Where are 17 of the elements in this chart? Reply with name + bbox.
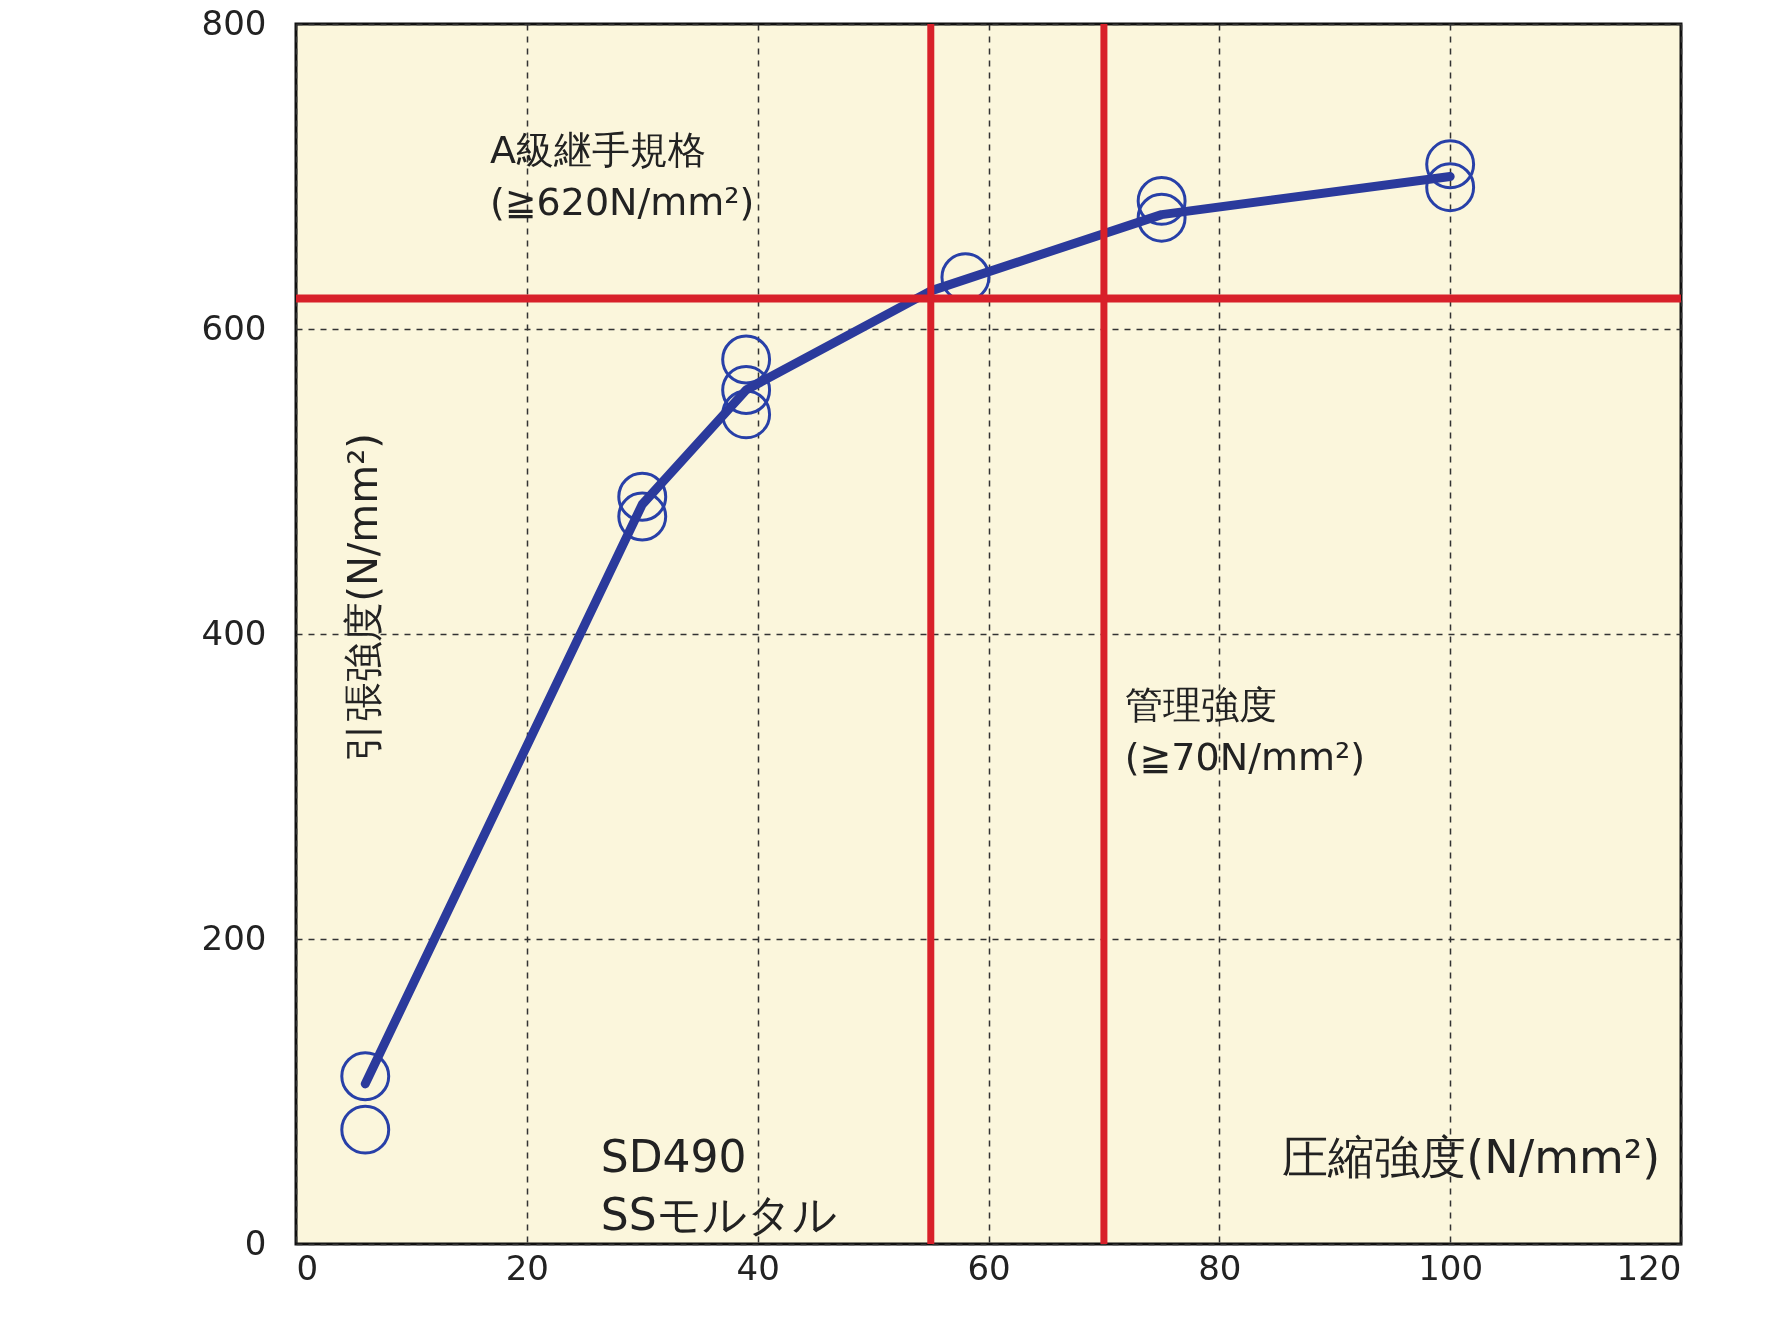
y-tick-label: 600 <box>201 307 267 348</box>
x-tick-label: 80 <box>1198 1247 1242 1288</box>
x-tick-label: 40 <box>736 1247 780 1288</box>
y-tick-label: 0 <box>244 1222 267 1263</box>
ref-line-label: A級継手規格 (≧620N/mm²) <box>489 128 755 225</box>
y-tick-label: 800 <box>201 2 267 43</box>
annotation: SD490 SSモルタル <box>600 1130 837 1240</box>
x-axis-title: 圧縮強度(N/mm²) <box>1282 1129 1661 1184</box>
x-tick-label: 20 <box>505 1247 549 1288</box>
y-tick-label: 200 <box>201 917 267 958</box>
x-tick-label: 60 <box>967 1247 1011 1288</box>
y-tick-label: 400 <box>201 612 267 653</box>
y-axis-title: 引張強度(N/mm²) <box>340 433 387 762</box>
ref-line-label: 管理強度 (≧70N/mm²) <box>1124 683 1366 780</box>
x-tick-label: 0 <box>296 1247 319 1288</box>
x-tick-label: 100 <box>1418 1247 1484 1288</box>
x-tick-label: 120 <box>1616 1247 1682 1288</box>
